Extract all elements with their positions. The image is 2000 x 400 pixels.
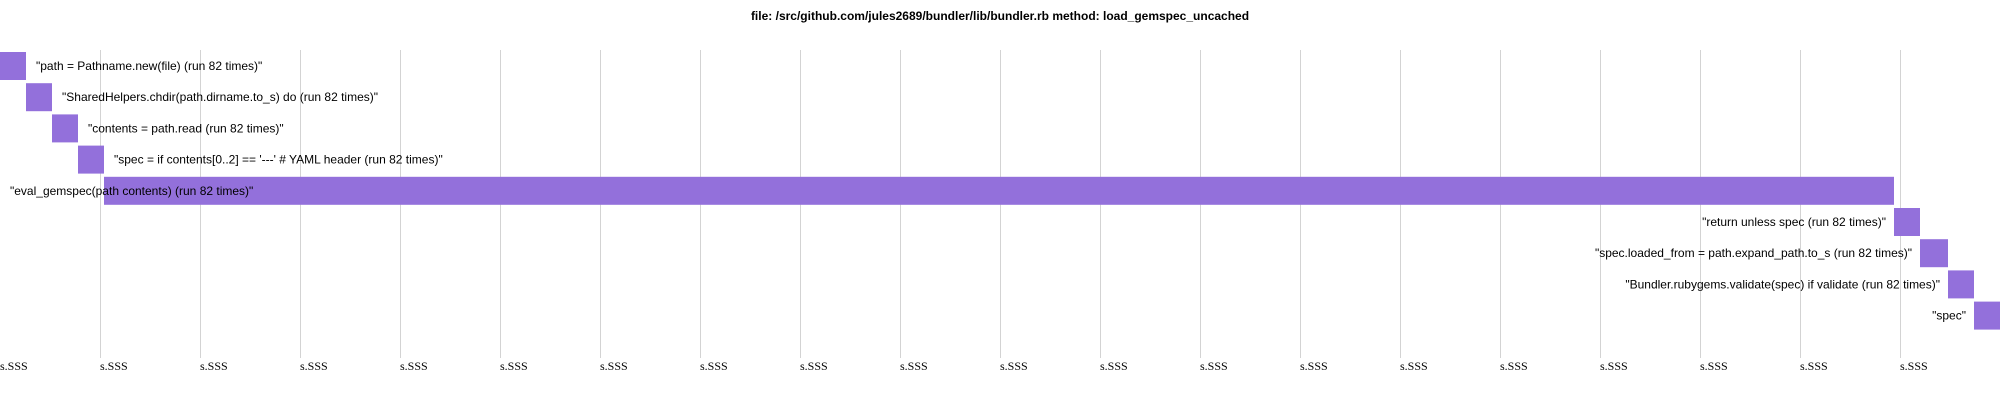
x-tick-label: s.SSS	[1300, 359, 1328, 373]
bar-label: "contents = path.read (run 82 times)"	[88, 121, 284, 135]
timeline-bar	[1920, 239, 1948, 268]
timeline-bar	[1894, 208, 1920, 236]
timeline-bar	[104, 176, 1894, 205]
timeline-bar	[1948, 270, 1974, 299]
x-tick-label: s.SSS	[1800, 359, 1828, 373]
x-tick-label: s.SSS	[1500, 359, 1528, 373]
x-tick-label: s.SSS	[900, 359, 928, 373]
x-tick-label: s.SSS	[1900, 359, 1928, 373]
bar-label: "spec = if contents[0..2] == '---' # YAM…	[114, 153, 443, 167]
bar-labels: "path = Pathname.new(file) (run 82 times…	[10, 59, 1966, 323]
bar-label: "spec"	[1932, 309, 1966, 323]
x-tick-label: s.SSS	[700, 359, 728, 373]
bar-label: "return unless spec (run 82 times)"	[1702, 215, 1886, 229]
x-tick-label: s.SSS	[800, 359, 828, 373]
timeline-bar	[1974, 301, 2000, 330]
timeline-bar	[0, 52, 26, 80]
timeline-bar	[26, 83, 52, 112]
bar-label: "Bundler.rubygems.validate(spec) if vali…	[1625, 277, 1940, 291]
x-axis-ticks: s.SSS s.SSS s.SSS s.SSS s.SSS s.SSS s.SSS s.SSS…	[0, 359, 1928, 373]
x-tick-label: s.SSS	[100, 359, 128, 373]
x-tick-label: s.SSS	[200, 359, 228, 373]
chart-title: file: /src/github.com/jules2689/bundler/…	[751, 9, 1249, 23]
x-tick-label: s.SSS	[400, 359, 428, 373]
x-tick-label: s.SSS	[600, 359, 628, 373]
x-tick-label: s.SSS	[1100, 359, 1128, 373]
bar-label: "SharedHelpers.chdir(path.dirname.to_s) …	[62, 90, 378, 104]
x-tick-label: s.SSS	[1600, 359, 1628, 373]
x-tick-label: s.SSS	[1400, 359, 1428, 373]
x-tick-label: s.SSS	[1200, 359, 1228, 373]
x-tick-label: s.SSS	[300, 359, 328, 373]
x-tick-label: s.SSS	[500, 359, 528, 373]
bar-label: "path = Pathname.new(file) (run 82 times…	[36, 59, 262, 73]
x-tick-label: s.SSS	[0, 359, 28, 373]
x-tick-label: s.SSS	[1700, 359, 1728, 373]
bar-label: "eval_gemspec(path contents) (run 82 tim…	[10, 184, 253, 198]
bars	[0, 52, 2000, 330]
timeline-bar	[78, 145, 104, 174]
x-tick-label: s.SSS	[1000, 359, 1028, 373]
timeline-bar	[52, 114, 78, 143]
bar-label: "spec.loaded_from = path.expand_path.to_…	[1595, 246, 1912, 260]
